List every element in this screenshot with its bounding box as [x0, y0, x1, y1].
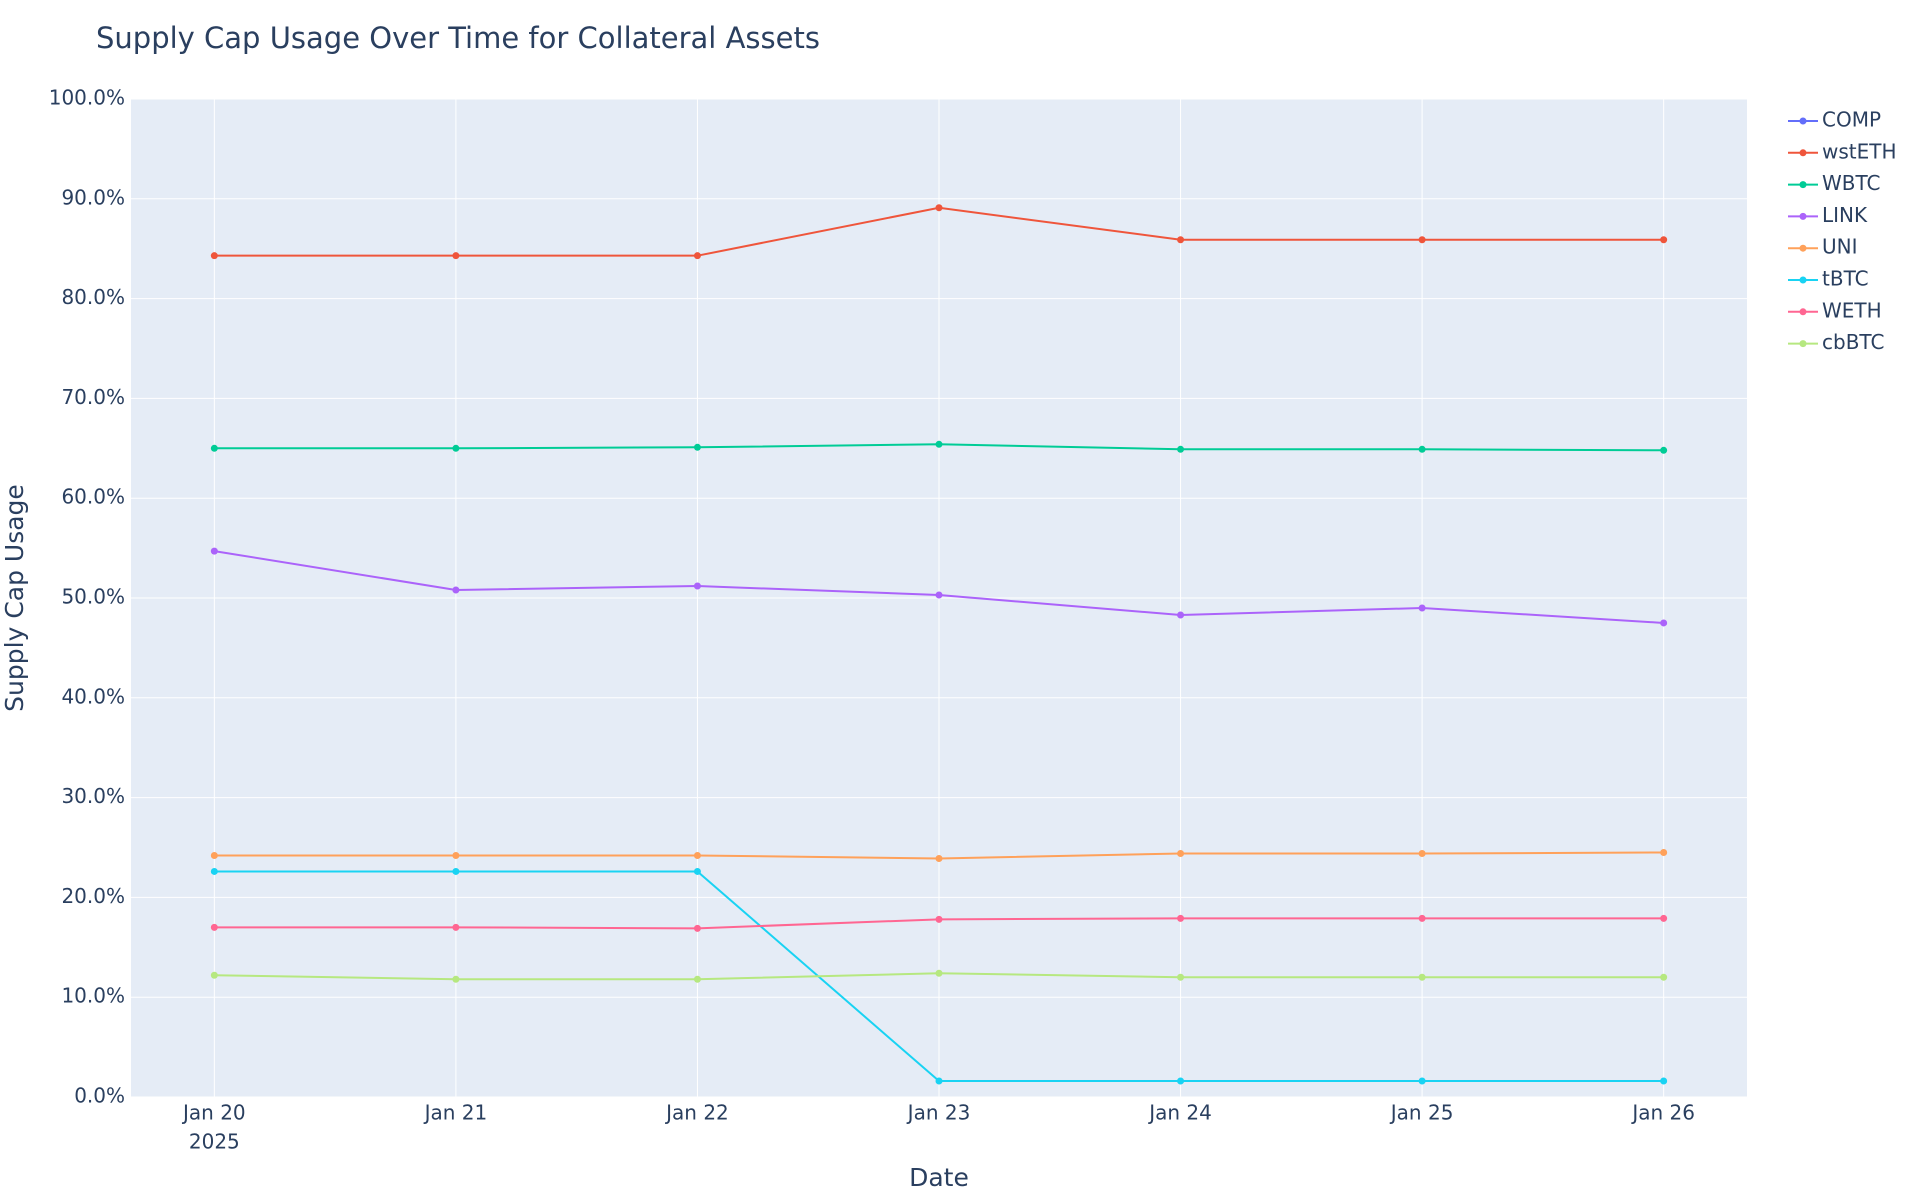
data-point: [693, 851, 701, 859]
data-point: [693, 975, 701, 983]
legend-marker: [1799, 181, 1807, 189]
data-point: [210, 867, 218, 875]
x-axis-title: Date: [909, 1163, 969, 1192]
y-tick-label: 100.0%: [49, 86, 125, 110]
x-tick-label: Jan 24: [1147, 1101, 1212, 1125]
x-tick-label: Jan 25: [1389, 1101, 1454, 1125]
data-point: [452, 586, 460, 594]
y-tick-label: 10.0%: [61, 984, 125, 1008]
data-point: [210, 971, 218, 979]
data-point: [1177, 849, 1185, 857]
legend-marker: [1799, 149, 1807, 157]
y-tick-label: 40.0%: [61, 684, 125, 708]
data-point: [935, 969, 943, 977]
data-point: [935, 915, 943, 923]
y-tick-label: 50.0%: [61, 585, 125, 609]
data-point: [693, 443, 701, 451]
y-tick-label: 0.0%: [74, 1084, 125, 1108]
data-point: [693, 252, 701, 260]
data-point: [935, 440, 943, 448]
data-point: [935, 591, 943, 599]
data-point: [452, 851, 460, 859]
legend-label: cbBTC: [1822, 330, 1884, 354]
legend-marker: [1799, 244, 1807, 252]
data-point: [1660, 236, 1668, 244]
y-tick-label: 20.0%: [61, 884, 125, 908]
legend-marker: [1799, 117, 1807, 125]
data-point: [452, 252, 460, 260]
data-point: [935, 1077, 943, 1085]
y-tick-label: 30.0%: [61, 784, 125, 808]
y-axis-title: Supply Cap Usage: [0, 484, 29, 712]
data-point: [1418, 1077, 1426, 1085]
legend-marker: [1799, 308, 1807, 316]
grid: 0.0% 10.0% 20.0% 30.0% 40.0% 50.0% 60.0% 70.0% 8…: [49, 86, 1747, 1154]
data-point: [1660, 914, 1668, 922]
legend-label: wstETH: [1822, 139, 1897, 163]
data-point: [1418, 973, 1426, 981]
legend-label: tBTC: [1822, 267, 1869, 291]
y-tick-label: 70.0%: [61, 385, 125, 409]
data-point: [452, 444, 460, 452]
data-point: [1660, 1077, 1668, 1085]
data-point: [693, 924, 701, 932]
data-point: [1177, 914, 1185, 922]
x-tick-label: Jan 20: [181, 1101, 246, 1125]
data-point: [210, 444, 218, 452]
data-point: [935, 204, 943, 212]
data-point: [210, 923, 218, 931]
data-point: [1177, 611, 1185, 619]
data-point: [1660, 619, 1668, 627]
data-point: [935, 854, 943, 862]
y-tick-label: 80.0%: [61, 285, 125, 309]
y-tick-label: 60.0%: [61, 485, 125, 509]
legend-marker: [1799, 340, 1807, 348]
data-point: [1660, 973, 1668, 981]
y-tick-label: 90.0%: [61, 185, 125, 209]
data-point: [210, 252, 218, 260]
x-tick-label: Jan 26: [1630, 1101, 1695, 1125]
data-point: [210, 547, 218, 555]
data-point: [452, 975, 460, 983]
data-point: [1177, 236, 1185, 244]
legend-label: UNI: [1822, 235, 1858, 259]
chart-title: Supply Cap Usage Over Time for Collatera…: [96, 21, 820, 55]
legend: COMP wstETH WBTC LINK UNI tBTC WETH cbBTC: [1788, 108, 1897, 354]
data-point: [452, 923, 460, 931]
data-point: [1418, 604, 1426, 612]
x-tick-year: 2025: [189, 1130, 240, 1154]
data-point: [693, 582, 701, 590]
data-point: [210, 851, 218, 859]
data-point: [1177, 1077, 1185, 1085]
data-point: [1177, 445, 1185, 453]
x-tick-label: Jan 22: [664, 1101, 729, 1125]
legend-label: WETH: [1822, 298, 1882, 322]
x-tick-label: Jan 21: [423, 1101, 488, 1125]
legend-label: WBTC: [1822, 171, 1881, 195]
data-point: [1418, 849, 1426, 857]
data-point: [1660, 446, 1668, 454]
x-tick-label: Jan 23: [906, 1101, 971, 1125]
series-layer: [210, 204, 1668, 1085]
data-point: [1418, 445, 1426, 453]
legend-label: LINK: [1822, 203, 1868, 227]
data-point: [452, 867, 460, 875]
data-point: [1418, 914, 1426, 922]
data-point: [1418, 236, 1426, 244]
legend-marker: [1799, 212, 1807, 220]
legend-label: COMP: [1822, 108, 1881, 132]
legend-marker: [1799, 276, 1807, 284]
data-point: [1660, 848, 1668, 856]
data-point: [693, 867, 701, 875]
data-point: [1177, 973, 1185, 981]
